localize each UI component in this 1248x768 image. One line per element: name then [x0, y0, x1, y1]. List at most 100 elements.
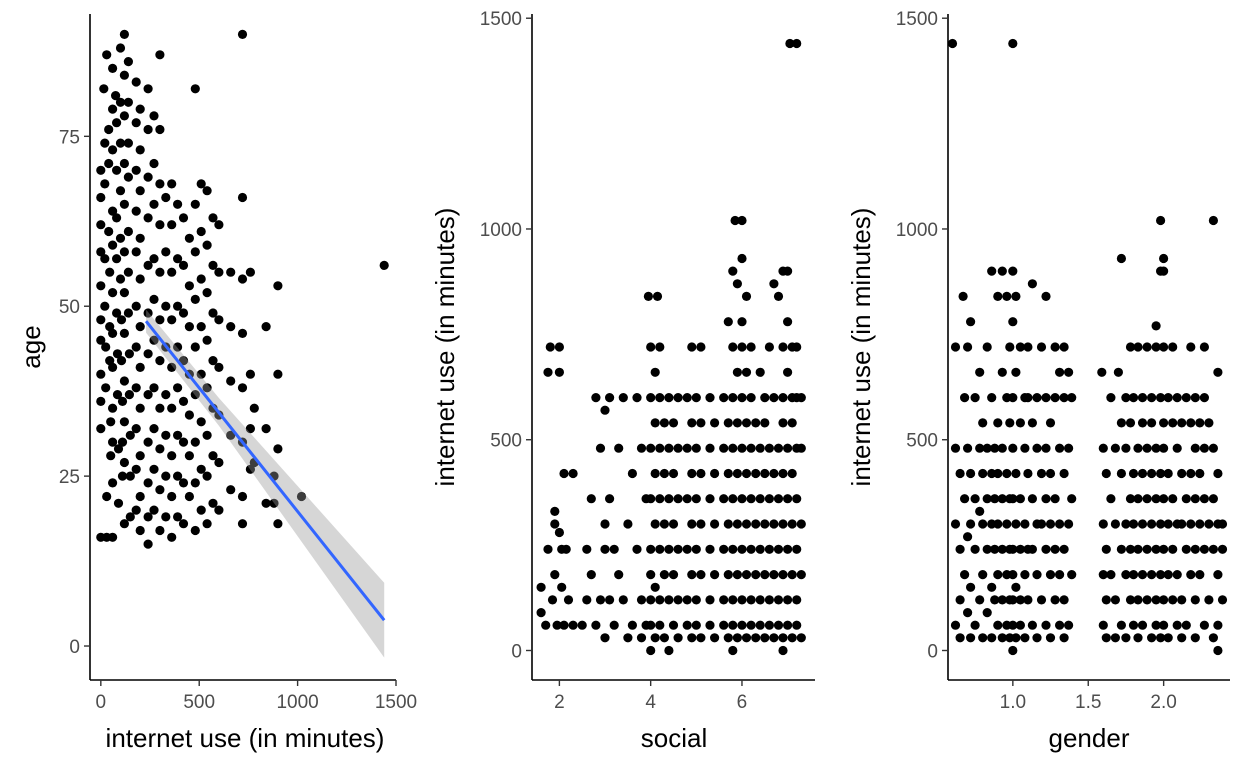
data-point [586, 494, 596, 504]
data-point [1128, 468, 1139, 479]
data-point [131, 206, 141, 216]
data-point [746, 620, 756, 630]
data-point [1163, 519, 1173, 529]
data-point [1106, 570, 1116, 580]
data-point [167, 179, 177, 189]
data-point [792, 494, 802, 504]
data-point [655, 595, 665, 605]
data-point [1008, 443, 1018, 453]
data-point [682, 544, 692, 554]
data-point [1008, 620, 1018, 630]
data-point [1110, 595, 1120, 605]
data-point [123, 138, 133, 148]
data-point [108, 288, 118, 298]
data-point [124, 349, 134, 359]
data-point [196, 417, 206, 427]
y-axis-ticks: 0 25 50 75 [59, 127, 90, 658]
data-point [710, 468, 720, 479]
data-point [764, 544, 775, 554]
data-point [1027, 279, 1037, 289]
data-point [993, 468, 1003, 479]
data-point [796, 570, 806, 580]
data-point [1133, 443, 1143, 453]
data-point [131, 464, 141, 474]
data-point [1128, 620, 1139, 630]
x-axis-ticks: 1.0 1.5 2.0 [1000, 680, 1177, 713]
data-point [719, 544, 729, 554]
data-point [190, 390, 200, 400]
data-point [273, 369, 283, 379]
data-point [728, 494, 738, 504]
data-point [785, 38, 795, 49]
data-point [178, 396, 189, 406]
data-point [652, 291, 663, 301]
x-tick-label: 500 [183, 692, 215, 713]
data-point [646, 342, 656, 352]
plot-area [96, 29, 389, 658]
data-point [112, 349, 123, 359]
data-point [778, 342, 788, 352]
data-point [214, 315, 224, 325]
data-point [982, 342, 992, 352]
data-point [208, 260, 218, 270]
data-point [135, 362, 145, 372]
data-point [1121, 443, 1131, 453]
data-point [1036, 468, 1047, 479]
data-point [787, 519, 797, 529]
data-point [245, 464, 255, 474]
data-point [117, 396, 128, 406]
data-point [1036, 595, 1047, 605]
data-point [673, 633, 683, 643]
data-point [1011, 519, 1021, 529]
data-point [167, 532, 177, 542]
data-point [990, 443, 1000, 453]
data-point [1059, 544, 1069, 554]
data-point [746, 443, 756, 453]
data-point [769, 633, 779, 643]
data-point [1208, 215, 1218, 226]
data-point [1041, 443, 1051, 453]
data-point [202, 186, 212, 196]
data-point [1163, 633, 1173, 643]
data-point [115, 233, 126, 243]
data-point [1067, 570, 1077, 580]
data-point [732, 367, 743, 377]
data-point [1055, 519, 1065, 529]
data-point [1128, 570, 1139, 580]
data-point [1055, 367, 1065, 377]
data-point [728, 645, 738, 656]
data-point [987, 266, 997, 276]
data-point [737, 393, 747, 403]
data-point [1133, 633, 1143, 643]
data-point [1142, 544, 1152, 554]
data-point [760, 519, 770, 529]
x-tick-label: 0 [96, 692, 107, 713]
data-point [96, 192, 106, 203]
data-point [696, 418, 706, 428]
data-point [737, 443, 747, 453]
data-point [226, 267, 236, 277]
data-point [1036, 519, 1047, 529]
data-point [543, 367, 553, 377]
data-point [655, 393, 665, 403]
data-point [990, 494, 1000, 504]
data-point [755, 494, 765, 504]
data-point [682, 494, 692, 504]
y-tick-label: 75 [59, 127, 80, 148]
data-point [1064, 620, 1074, 630]
x-tick-label: 4 [645, 692, 656, 713]
data-point [963, 532, 973, 542]
data-point [691, 620, 701, 630]
data-point [1147, 393, 1157, 403]
data-point [978, 633, 988, 643]
data-point [123, 226, 133, 237]
data-point [106, 451, 116, 461]
data-point [261, 322, 271, 332]
data-point [106, 417, 116, 427]
data-point [764, 595, 775, 605]
data-point [975, 367, 985, 377]
data-point [970, 620, 980, 630]
data-point [1142, 595, 1152, 605]
data-point [96, 281, 106, 291]
data-point [646, 544, 656, 554]
